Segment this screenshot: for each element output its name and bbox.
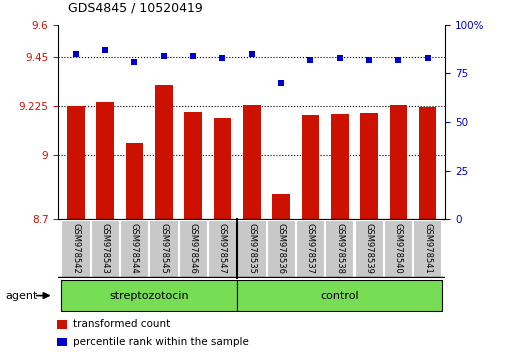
Bar — [242, 105, 260, 219]
Bar — [149, 220, 177, 277]
Bar — [301, 115, 319, 219]
Bar — [155, 85, 172, 219]
Text: GSM978546: GSM978546 — [188, 223, 197, 274]
Bar — [266, 220, 294, 277]
Bar — [208, 220, 236, 277]
Point — [247, 51, 256, 57]
Text: agent: agent — [5, 291, 37, 301]
Bar — [178, 220, 207, 277]
Point — [276, 80, 284, 86]
Point — [189, 53, 197, 59]
Text: GSM978543: GSM978543 — [100, 223, 110, 274]
Bar — [389, 105, 407, 219]
Text: GSM978545: GSM978545 — [159, 223, 168, 274]
Bar — [354, 220, 382, 277]
Point — [160, 53, 168, 59]
Text: control: control — [320, 291, 359, 301]
Bar — [57, 338, 67, 346]
Point — [423, 55, 431, 61]
Bar — [413, 220, 440, 277]
Text: GSM978547: GSM978547 — [218, 223, 226, 274]
Text: GSM978540: GSM978540 — [393, 223, 402, 274]
Text: GSM978535: GSM978535 — [247, 223, 256, 274]
Point — [101, 47, 109, 53]
Text: streptozotocin: streptozotocin — [109, 291, 188, 301]
Bar — [61, 220, 89, 277]
Bar — [125, 143, 143, 219]
Bar — [295, 220, 324, 277]
Text: GSM978539: GSM978539 — [364, 223, 373, 274]
Bar — [184, 112, 201, 219]
Point — [72, 51, 80, 57]
Text: GSM978544: GSM978544 — [130, 223, 139, 274]
Bar — [383, 220, 412, 277]
Bar — [418, 107, 436, 219]
Text: GDS4845 / 10520419: GDS4845 / 10520419 — [68, 1, 203, 14]
Bar — [360, 114, 377, 219]
Bar — [330, 114, 348, 219]
Text: GSM978538: GSM978538 — [334, 223, 343, 274]
Text: GSM978536: GSM978536 — [276, 223, 285, 274]
Text: GSM978541: GSM978541 — [422, 223, 431, 274]
Point — [393, 57, 401, 63]
Bar — [61, 280, 237, 311]
Bar — [237, 280, 441, 311]
Point — [306, 57, 314, 63]
Bar — [67, 106, 84, 219]
Bar — [57, 320, 67, 329]
Bar — [90, 220, 119, 277]
Text: GSM978537: GSM978537 — [306, 223, 314, 274]
Point — [218, 55, 226, 61]
Bar — [120, 220, 148, 277]
Bar — [96, 102, 114, 219]
Point — [364, 57, 372, 63]
Text: GSM978542: GSM978542 — [71, 223, 80, 274]
Bar — [325, 220, 353, 277]
Point — [130, 59, 138, 64]
Bar — [272, 194, 289, 219]
Text: transformed count: transformed count — [73, 319, 170, 330]
Bar — [213, 118, 231, 219]
Bar — [237, 220, 265, 277]
Text: percentile rank within the sample: percentile rank within the sample — [73, 337, 248, 347]
Point — [335, 55, 343, 61]
